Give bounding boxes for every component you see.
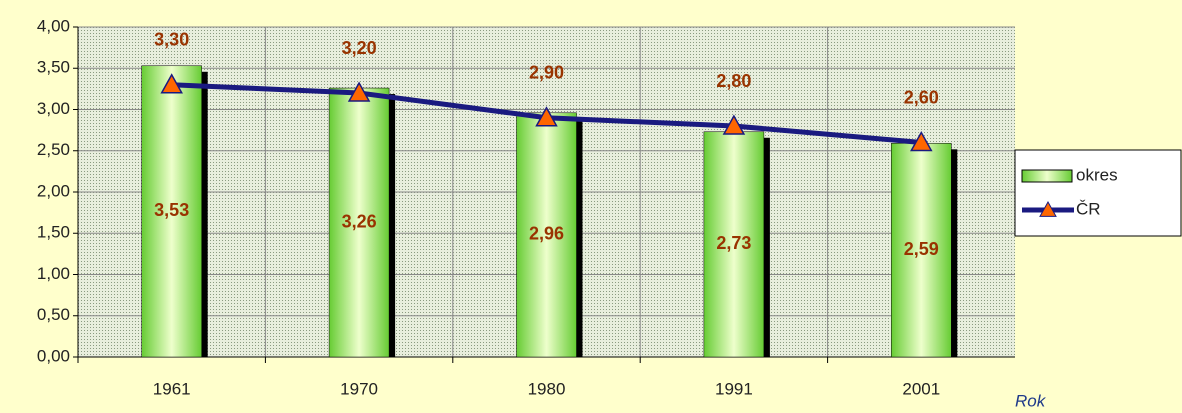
y-tick-label: 3,00 — [37, 99, 70, 118]
bar-value-label: 2,96 — [529, 224, 564, 244]
y-tick-label: 1,50 — [37, 223, 70, 242]
line-value-label: 2,90 — [529, 63, 564, 83]
x-tick-label: 1980 — [528, 379, 566, 398]
y-tick-label: 0,00 — [37, 346, 70, 365]
x-axis-title: Rok — [1015, 391, 1047, 410]
x-tick-label: 1970 — [340, 379, 378, 398]
bar-value-label: 3,26 — [342, 211, 377, 231]
bar-value-label: 2,73 — [716, 233, 751, 253]
x-tick-label: 1961 — [153, 379, 191, 398]
line-marker — [347, 81, 371, 102]
bar — [891, 143, 952, 358]
y-tick-label: 0,50 — [37, 305, 70, 324]
legend-label: okres — [1076, 165, 1118, 184]
y-tick-label: 4,00 — [37, 16, 70, 35]
line-value-label: 3,20 — [342, 38, 377, 58]
line-value-label: 3,30 — [154, 30, 189, 50]
line-marker — [160, 73, 183, 94]
x-tick-label: 1991 — [715, 379, 753, 398]
y-tick-label: 2,00 — [37, 181, 70, 200]
line-value-label: 2,60 — [904, 87, 939, 107]
legend-swatch — [1021, 169, 1073, 183]
line-marker — [722, 114, 746, 135]
bar — [703, 131, 765, 358]
y-tick-label: 3,50 — [37, 58, 70, 77]
legend-label: ČR — [1076, 199, 1101, 218]
line-value-label: 2,80 — [716, 71, 751, 91]
bar-value-label: 3,53 — [154, 200, 189, 220]
legend — [1014, 149, 1182, 237]
y-tick-label: 1,00 — [37, 264, 70, 283]
legend-marker — [1039, 200, 1057, 217]
bar — [328, 87, 390, 358]
y-tick-label: 2,50 — [37, 140, 70, 159]
line-marker — [910, 130, 933, 152]
bar — [516, 112, 577, 358]
bar-value-label: 2,59 — [904, 239, 939, 259]
x-tick-label: 2001 — [902, 379, 940, 398]
bar — [141, 65, 202, 358]
line-marker — [535, 106, 558, 127]
